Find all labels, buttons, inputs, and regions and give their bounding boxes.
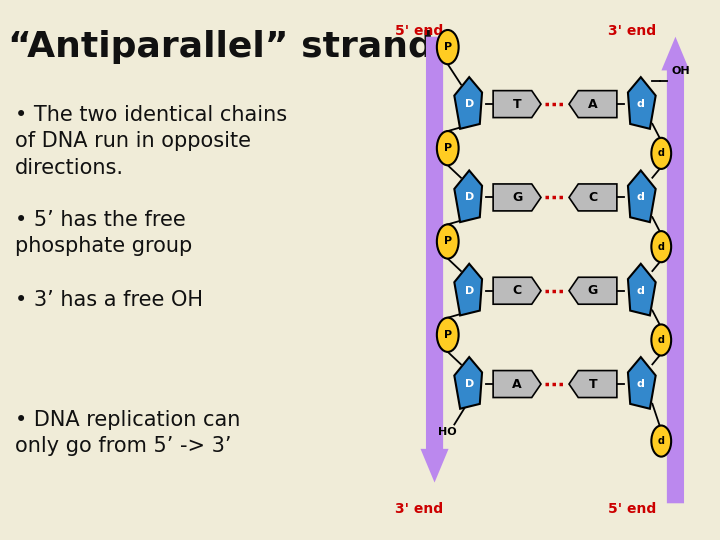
Text: d: d [637, 286, 644, 296]
Text: 5' end: 5' end [395, 24, 444, 38]
Polygon shape [628, 77, 656, 129]
Text: P: P [444, 237, 452, 246]
Text: 3' end: 3' end [395, 502, 443, 516]
Text: • The two identical chains
of DNA run in opposite
directions.: • The two identical chains of DNA run in… [15, 105, 287, 178]
Polygon shape [628, 357, 656, 409]
Polygon shape [493, 184, 541, 211]
Polygon shape [628, 264, 656, 315]
Text: d: d [658, 242, 665, 252]
Text: C: C [513, 284, 521, 297]
Polygon shape [493, 277, 541, 304]
Text: P: P [444, 42, 452, 52]
Circle shape [652, 231, 671, 262]
Text: C: C [588, 191, 598, 204]
Polygon shape [628, 171, 656, 222]
Circle shape [437, 30, 459, 64]
Polygon shape [493, 370, 541, 397]
Text: d: d [637, 192, 644, 202]
Text: T: T [513, 98, 521, 111]
Circle shape [652, 138, 671, 169]
Text: D: D [464, 99, 474, 109]
Text: d: d [658, 335, 665, 345]
Text: • 3’ has a free OH: • 3’ has a free OH [15, 290, 203, 310]
Circle shape [652, 325, 671, 355]
Text: d: d [658, 148, 665, 158]
Text: P: P [444, 143, 452, 153]
Text: 3' end: 3' end [608, 24, 656, 38]
Text: OH: OH [672, 65, 690, 76]
Text: P: P [444, 330, 452, 340]
Polygon shape [493, 91, 541, 118]
Polygon shape [454, 77, 482, 129]
Text: d: d [658, 436, 665, 446]
Text: D: D [464, 192, 474, 202]
Text: A: A [512, 377, 522, 390]
Text: • 5’ has the free
phosphate group: • 5’ has the free phosphate group [15, 210, 192, 256]
Circle shape [652, 426, 671, 457]
Text: d: d [637, 99, 644, 109]
Polygon shape [454, 171, 482, 222]
Circle shape [437, 225, 459, 259]
Polygon shape [569, 370, 617, 397]
Text: D: D [464, 286, 474, 296]
Polygon shape [569, 91, 617, 118]
Text: T: T [589, 377, 598, 390]
Text: A: A [588, 98, 598, 111]
Polygon shape [454, 357, 482, 409]
Polygon shape [569, 277, 617, 304]
Text: 5' end: 5' end [608, 502, 656, 516]
Polygon shape [454, 264, 482, 315]
Circle shape [437, 131, 459, 165]
Polygon shape [569, 184, 617, 211]
Text: D: D [464, 379, 474, 389]
Circle shape [437, 318, 459, 352]
Text: G: G [512, 191, 522, 204]
Text: HO: HO [438, 427, 456, 436]
FancyArrow shape [420, 37, 449, 483]
Text: “Antiparallel” strands: “Antiparallel” strands [8, 30, 455, 64]
Text: d: d [637, 379, 644, 389]
FancyArrow shape [662, 37, 690, 503]
Text: G: G [588, 284, 598, 297]
Text: • DNA replication can
only go from 5’ -> 3’: • DNA replication can only go from 5’ ->… [15, 410, 240, 456]
